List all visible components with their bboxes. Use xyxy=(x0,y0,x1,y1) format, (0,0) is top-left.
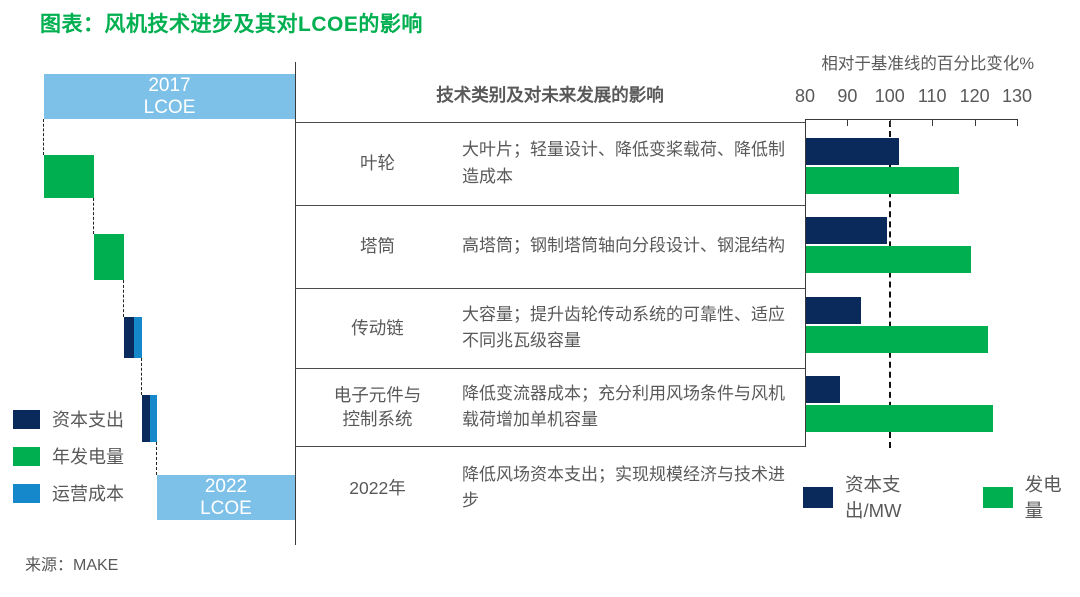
table-category-cell: 传动链 xyxy=(351,317,404,338)
generation-swatch xyxy=(982,486,1013,508)
x-tick-label: 100 xyxy=(874,86,905,106)
x-tick-mark xyxy=(805,119,806,126)
legend-label: 资本支出 xyxy=(52,410,124,430)
capex-bar-2 xyxy=(806,217,887,244)
legend-item-opex: 运营成本 xyxy=(13,480,124,506)
waterfall-step-1 xyxy=(44,155,95,198)
waterfall-step-4 xyxy=(141,395,157,442)
waterfall-step-3 xyxy=(124,317,142,358)
x-tick-label: 120 xyxy=(959,86,990,106)
capex-bar-4 xyxy=(806,376,840,403)
x-tick-mark xyxy=(932,119,934,126)
generation-swatch xyxy=(13,446,40,466)
capex-bar-3 xyxy=(806,297,862,324)
legend-label: 运营成本 xyxy=(52,484,124,504)
x-tick-mark xyxy=(889,119,891,126)
x-tick-mark xyxy=(847,119,849,126)
table-border-line xyxy=(295,288,806,289)
baseline-100-dashed-line xyxy=(888,121,891,448)
generation-bar-3 xyxy=(806,326,989,353)
capex-mw-swatch xyxy=(803,486,833,508)
waterfall-connector xyxy=(93,198,95,234)
table-category-cell: 电子元件与 控制系统 xyxy=(333,384,422,430)
table-category-cell: 叶轮 xyxy=(360,153,395,174)
table-category-cell: 塔筒 xyxy=(360,236,395,257)
table-description-cell: 大容量；提升齿轮传动系统的可靠性、适应不同兆瓦级容量 xyxy=(462,304,785,350)
table-description-cell: 降低风场资本支出；实现规模经济与技术进步 xyxy=(462,464,785,510)
waterfall-table-divider-line xyxy=(295,62,296,545)
legend-label: 发电量 xyxy=(1024,474,1062,521)
x-tick-mark xyxy=(974,119,976,126)
waterfall-2022-lcoe-bar: 2022 LCOE xyxy=(156,475,295,520)
capex-swatch xyxy=(13,409,40,429)
waterfall-step-2 xyxy=(94,234,125,280)
legend-label: 年发电量 xyxy=(52,447,124,467)
waterfall-connector xyxy=(155,442,157,475)
table-border-line xyxy=(295,446,806,447)
table-row: 传动链 大容量；提升齿轮传动系统的可靠性、适应不同兆瓦级容量 xyxy=(295,288,806,368)
capex-bar-1 xyxy=(806,138,900,165)
x-tick-label: 80 xyxy=(794,86,816,106)
table-border-line xyxy=(295,122,806,123)
generation-bar-1 xyxy=(806,167,959,194)
x-axis-title: 相对于基准线的百分比变化% xyxy=(821,55,1034,73)
opex-swatch xyxy=(13,483,40,503)
table-row: 电子元件与 控制系统 降低变流器成本；充分利用风场条件与风机载荷增加单机容量 xyxy=(295,368,806,446)
table-description-cell: 降低变流器成本；充分利用风场条件与风机载荷增加单机容量 xyxy=(462,383,785,429)
table-border-line xyxy=(295,368,806,369)
waterfall-legend: 资本支出 年发电量 运营成本 xyxy=(13,406,124,517)
generation-bar-2 xyxy=(806,246,972,273)
x-tick-label: 110 xyxy=(917,86,947,106)
waterfall-connector xyxy=(123,280,125,317)
x-tick-mark xyxy=(1017,119,1018,126)
bar-chart-legend: 资本支出/MW 发电量 xyxy=(803,471,1080,523)
table-row: 塔筒 高塔筒；钢制塔筒轴向分段设计、钢混结构 xyxy=(295,205,806,288)
table-row: 2022年 降低风场资本支出；实现规模经济与技术进步 xyxy=(295,446,806,530)
legend-label: 资本支出/MW xyxy=(844,474,902,521)
x-axis-line xyxy=(805,119,1018,120)
generation-bar-4 xyxy=(806,405,993,432)
source-note: 来源：MAKE xyxy=(25,557,119,574)
table-description-cell: 高塔筒；钢制塔筒轴向分段设计、钢混结构 xyxy=(462,236,785,256)
waterfall-2017-lcoe-bar: 2017 LCOE xyxy=(44,74,295,119)
table-header: 技术类别及对未来发展的影响 xyxy=(436,85,664,105)
waterfall-connector xyxy=(140,358,142,395)
table-category-cell: 2022年 xyxy=(349,477,406,498)
table-border-line xyxy=(295,205,806,206)
x-tick-label: 90 xyxy=(837,86,858,106)
legend-item-capex: 资本支出 xyxy=(13,406,124,432)
page-title: 图表：风机技术进步及其对LCOE的影响 xyxy=(40,13,423,36)
table-description-cell: 大叶片；轻量设计、降低变桨载荷、降低制造成本 xyxy=(462,140,785,186)
chart-left-axis-line xyxy=(805,119,806,447)
x-tick-label: 130 xyxy=(1001,86,1033,106)
table-row: 叶轮 大叶片；轻量设计、降低变桨载荷、降低制造成本 xyxy=(295,122,806,205)
waterfall-connector xyxy=(43,119,44,155)
legend-item-generation: 年发电量 xyxy=(13,443,124,469)
